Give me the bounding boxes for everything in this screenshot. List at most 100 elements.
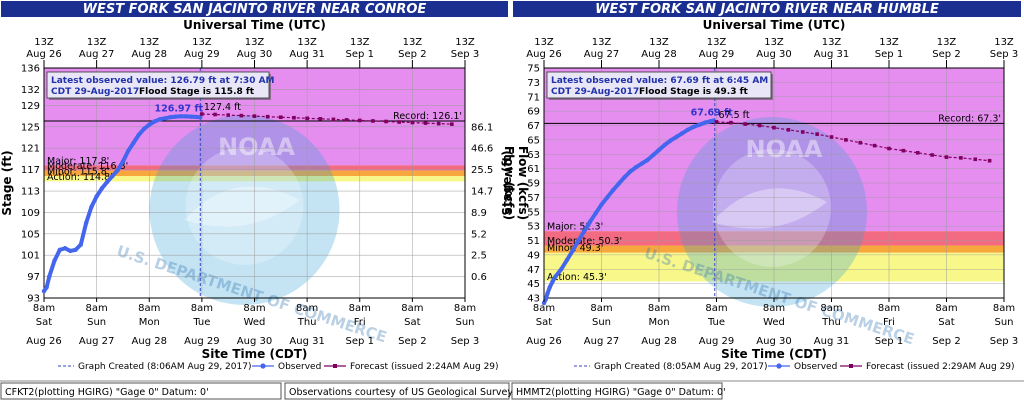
observed-point (44, 285, 49, 290)
y-tick-label: 75 (527, 64, 540, 75)
y-tick-label: 105 (21, 229, 40, 240)
top-tick-label: Aug 31 (814, 49, 849, 60)
observed-point (674, 134, 679, 140)
forecast-point (872, 143, 877, 148)
top-axis-title: Universal Time (UTC) (703, 18, 846, 32)
bottom-tick-day: Sat (536, 317, 552, 328)
observed-point (553, 274, 558, 279)
bottom-tick-date: Aug 27 (79, 336, 114, 347)
bottom-tick-day: Sun (87, 317, 106, 328)
legend-forecast-label: Forecast (issued 2:29AM Aug 29) (866, 362, 1015, 372)
bottom-tick-time: 8am (138, 303, 160, 314)
band-label: Action: 114.8' (47, 172, 113, 183)
observed-series-line (542, 118, 716, 306)
bottom-tick-day: Fri (883, 317, 895, 328)
bottom-tick-time: 8am (454, 303, 476, 314)
forecast-point (436, 121, 441, 126)
forecast-point (384, 119, 388, 124)
bottom-tick-date: Aug 31 (814, 336, 849, 347)
bottom-tick-date: Aug 30 (756, 336, 791, 347)
observed-point (173, 114, 178, 119)
observed-point (120, 159, 126, 164)
y-axis-title: Stage (ft) (0, 150, 14, 215)
top-axis-title: Universal Time (UTC) (183, 18, 326, 32)
noaa-bird-icon (184, 186, 300, 227)
forecast-point (252, 114, 257, 118)
bottom-tick-day: Sun (994, 317, 1013, 328)
y-tick-label: 136 (21, 64, 40, 75)
bottom-tick-date: Aug 29 (184, 336, 219, 347)
legend-created-label: Graph Created (8:05AM Aug 29, 2017) (594, 362, 767, 372)
noaa-watermark-icon (149, 115, 340, 305)
forecast-point (714, 120, 719, 124)
band-label: Moderate: 116.8' (47, 161, 128, 172)
y-tick-label: 57 (527, 193, 540, 204)
top-tick-label: Aug 29 (699, 49, 734, 60)
top-tick-label: 13Z (592, 37, 612, 48)
top-tick-label: Sep 2 (932, 49, 960, 60)
y2-tick-label: 0.6 (471, 272, 487, 283)
observed-point (570, 248, 575, 253)
top-tick-label: 13Z (707, 37, 727, 48)
footer-box-left (0, 382, 282, 400)
forecast-point (987, 158, 992, 163)
y-tick-label: 113 (21, 187, 40, 198)
legend-observed-label: Observed (278, 362, 321, 372)
noaa-bird-icon (712, 188, 827, 229)
top-tick-label: Aug 28 (132, 49, 167, 60)
y2-tick-label: 25.5 (471, 165, 493, 176)
forecast-peak-label: 67.5 ft (719, 110, 750, 121)
top-tick-label: 13Z (192, 37, 212, 48)
bottom-tick-day: Mon (139, 317, 160, 328)
bottom-tick-date: Aug 27 (584, 336, 619, 347)
top-tick-label: 13Z (87, 37, 107, 48)
observed-peak-label: 126.97 ft (154, 103, 203, 114)
y-tick-label: 97 (27, 272, 40, 283)
footer-usgs-credit: Observations courtesy of US Geological S… (289, 387, 513, 398)
observed-point (685, 127, 690, 133)
forecast-point (729, 120, 733, 125)
forecast-point (959, 156, 963, 160)
y-tick-label: 59 (527, 179, 540, 190)
observed-point (198, 115, 203, 120)
forecast-point (887, 146, 891, 151)
observed-point (89, 204, 94, 210)
bottom-tick-date: Aug 26 (26, 336, 61, 347)
top-tick-label: 13Z (822, 37, 842, 48)
bottom-tick-date: Aug 28 (641, 336, 676, 347)
top-tick-label: Sep 1 (875, 49, 903, 60)
observed-point (545, 291, 550, 296)
bottom-tick-time: 8am (401, 303, 423, 314)
chart-title: WEST FORK SAN JACINTO RIVER NEAR HUMBLE (595, 2, 939, 17)
observed-point (550, 279, 555, 284)
forecast-point (397, 120, 402, 124)
forecast-series-line (201, 113, 452, 125)
top-tick-label: Aug 26 (26, 49, 61, 60)
bottom-tick-time: 8am (648, 303, 670, 314)
bottom-tick-time: 8am (705, 303, 727, 314)
band-label: Moderate: 50.3' (547, 236, 622, 247)
info-flood-stage: Flood Stage is 49.3 ft (639, 87, 749, 97)
legend-forecast-marker (333, 364, 337, 368)
y-tick-label: 132 (21, 85, 40, 96)
observed-point (587, 219, 593, 225)
forecast-point (331, 117, 336, 122)
top-tick-label: 13Z (937, 37, 957, 48)
bottom-tick-date: Sep 2 (932, 336, 960, 347)
bottom-tick-time: 8am (243, 303, 265, 314)
top-tick-label: 13Z (649, 37, 669, 48)
observed-point (702, 120, 708, 125)
bottom-tick-time: 8am (349, 303, 371, 314)
bottom-tick-date: Aug 26 (526, 336, 561, 347)
observed-peak-label: 67.69 ft (691, 108, 733, 119)
observed-point (141, 126, 147, 132)
y-tick-label: 55 (527, 207, 540, 218)
y-tick-label: 129 (21, 101, 40, 112)
bottom-tick-day: Thu (821, 317, 841, 328)
observed-point (99, 186, 105, 191)
forecast-series-line (716, 121, 990, 162)
bottom-tick-date: Sep 3 (451, 336, 479, 347)
observed-point (651, 152, 656, 158)
x-axis-title: Site Time (CDT) (202, 347, 308, 361)
